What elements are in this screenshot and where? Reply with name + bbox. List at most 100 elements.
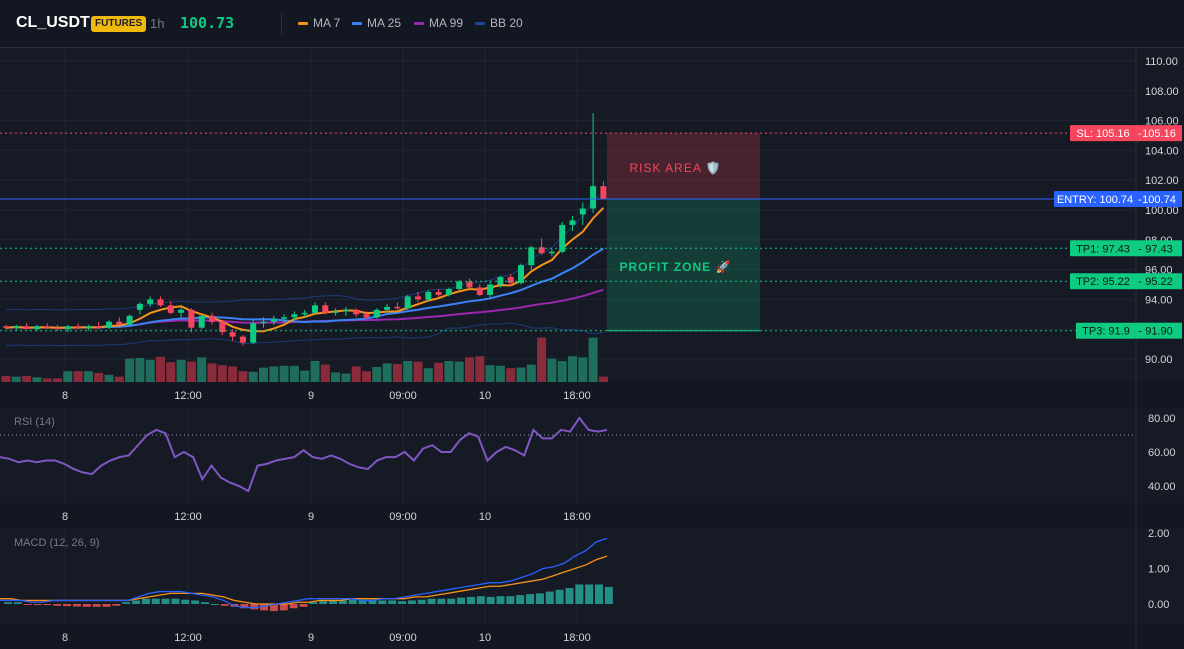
candle[interactable] bbox=[239, 336, 246, 343]
risk-area-zone[interactable] bbox=[607, 133, 760, 199]
candle[interactable] bbox=[528, 247, 535, 266]
candle[interactable] bbox=[538, 247, 545, 254]
profit-zone[interactable] bbox=[607, 198, 760, 331]
candle[interactable] bbox=[548, 251, 555, 254]
macd-histogram-bar bbox=[378, 600, 387, 604]
candle[interactable] bbox=[466, 281, 473, 288]
candle[interactable] bbox=[229, 332, 236, 337]
candle[interactable] bbox=[373, 309, 380, 318]
level-tag[interactable] bbox=[1054, 190, 1136, 207]
candle[interactable] bbox=[384, 306, 391, 310]
candle[interactable] bbox=[569, 220, 576, 225]
candle[interactable] bbox=[425, 291, 432, 300]
legend-bb20[interactable]: BB 20 bbox=[475, 16, 523, 30]
candle[interactable] bbox=[85, 326, 92, 328]
macd-histogram-bar bbox=[23, 604, 32, 605]
macd-histogram-bar bbox=[417, 599, 426, 604]
volume-bar bbox=[289, 365, 299, 382]
macd-histogram-bar bbox=[368, 600, 377, 604]
candle[interactable] bbox=[579, 208, 586, 215]
candle[interactable] bbox=[301, 312, 308, 315]
candle[interactable] bbox=[435, 291, 442, 295]
candle[interactable] bbox=[415, 296, 421, 300]
candle[interactable] bbox=[250, 323, 257, 343]
candle[interactable] bbox=[590, 186, 597, 209]
candle[interactable] bbox=[75, 326, 82, 328]
candle[interactable] bbox=[23, 326, 30, 330]
candle[interactable] bbox=[126, 315, 133, 325]
candle[interactable] bbox=[178, 309, 185, 313]
candle[interactable] bbox=[167, 305, 174, 313]
symbol-title[interactable]: CL_USDT bbox=[16, 14, 90, 31]
macd-histogram-bar bbox=[181, 599, 190, 604]
macd-histogram-bar bbox=[171, 598, 180, 604]
candle[interactable] bbox=[95, 326, 102, 328]
candle[interactable] bbox=[147, 299, 154, 304]
candle[interactable] bbox=[476, 287, 483, 295]
timeframe-selector[interactable]: 1h bbox=[150, 16, 165, 31]
candle[interactable] bbox=[157, 299, 164, 306]
macd-histogram-bar bbox=[486, 596, 495, 604]
volume-bar bbox=[22, 376, 32, 382]
level-tag[interactable] bbox=[1076, 322, 1136, 339]
level-tag[interactable] bbox=[1070, 240, 1136, 257]
volume-bar bbox=[485, 365, 495, 382]
candle[interactable] bbox=[559, 224, 566, 252]
macd-histogram-bar bbox=[4, 602, 12, 604]
legend-ma7[interactable]: MA 7 bbox=[298, 16, 340, 30]
volume-bar bbox=[228, 366, 238, 382]
candle[interactable] bbox=[394, 306, 401, 309]
candle[interactable] bbox=[456, 281, 463, 289]
volume-bar bbox=[475, 356, 485, 382]
candle[interactable] bbox=[219, 321, 226, 333]
candle[interactable] bbox=[44, 326, 51, 328]
time-tick-label: 18:00 bbox=[563, 511, 591, 523]
candle[interactable] bbox=[188, 309, 195, 328]
candle[interactable] bbox=[322, 305, 329, 313]
candle[interactable] bbox=[445, 288, 452, 295]
candle[interactable] bbox=[291, 314, 298, 318]
candle[interactable] bbox=[13, 326, 20, 328]
rsi-tick-label: 40.00 bbox=[1148, 481, 1176, 493]
candle[interactable] bbox=[209, 315, 215, 322]
legend-ma25[interactable]: MA 25 bbox=[352, 16, 401, 30]
candle[interactable] bbox=[64, 326, 71, 330]
candle[interactable] bbox=[353, 309, 360, 315]
candle[interactable] bbox=[116, 321, 123, 325]
volume-bar bbox=[557, 361, 567, 382]
candle[interactable] bbox=[136, 303, 143, 310]
candle[interactable] bbox=[342, 309, 349, 312]
macd-histogram-bar bbox=[545, 591, 554, 604]
volume-bar bbox=[598, 376, 608, 382]
level-tag[interactable] bbox=[1070, 273, 1136, 290]
candle[interactable] bbox=[198, 315, 205, 328]
candle[interactable] bbox=[3, 326, 9, 328]
price-tick-label: 94.00 bbox=[1145, 294, 1173, 306]
candle[interactable] bbox=[260, 321, 267, 324]
level-tag[interactable] bbox=[1070, 125, 1136, 142]
candle[interactable] bbox=[600, 186, 607, 199]
candle[interactable] bbox=[332, 311, 339, 313]
volume-bar bbox=[104, 374, 114, 382]
candle[interactable] bbox=[281, 317, 288, 319]
header-divider bbox=[281, 14, 282, 34]
candle[interactable] bbox=[507, 277, 514, 284]
volume-bar bbox=[392, 364, 402, 382]
volume-bar bbox=[259, 367, 268, 382]
legend-label: BB 20 bbox=[490, 16, 523, 30]
candle[interactable] bbox=[404, 296, 411, 309]
axis-tag-dash: - bbox=[1138, 194, 1142, 206]
rsi-tick-label: 80.00 bbox=[1148, 413, 1176, 425]
candle[interactable] bbox=[312, 305, 318, 313]
candle[interactable] bbox=[363, 314, 370, 318]
macd-histogram-bar bbox=[565, 588, 574, 604]
legend-ma99[interactable]: MA 99 bbox=[414, 16, 463, 30]
candle[interactable] bbox=[487, 284, 494, 295]
candle[interactable] bbox=[106, 321, 112, 328]
candle[interactable] bbox=[33, 326, 40, 330]
candle[interactable] bbox=[518, 265, 524, 284]
candle[interactable] bbox=[54, 327, 61, 330]
candle[interactable] bbox=[270, 318, 277, 322]
macd-histogram-bar bbox=[63, 604, 72, 607]
